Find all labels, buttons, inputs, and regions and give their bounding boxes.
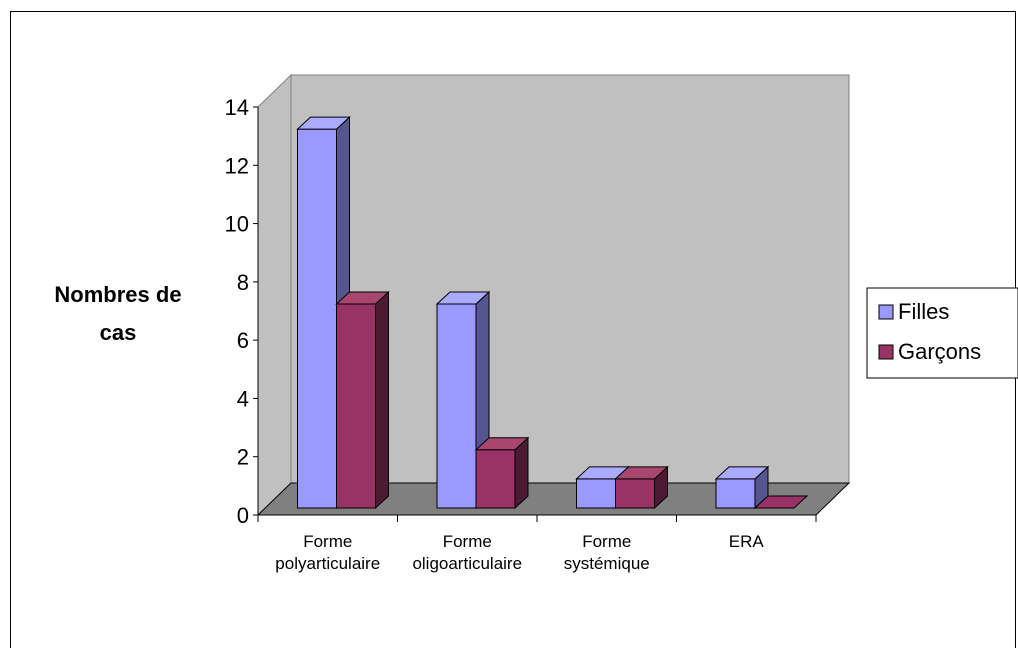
bar-filles-top	[296, 116, 351, 130]
legend-swatch-filles	[878, 304, 894, 320]
legend-box	[866, 287, 1018, 379]
x-tick-label: ERA	[729, 532, 765, 551]
bar-garçons-top	[614, 466, 669, 480]
legend-label-garçons: Garçons	[898, 339, 981, 364]
bar-filles-front	[297, 128, 337, 509]
bar-garçons-zero	[753, 495, 809, 509]
y-tick-label: 10	[225, 212, 249, 237]
y-tick-label: 8	[237, 270, 249, 295]
y-tick-label: 0	[237, 503, 249, 528]
bar-garçons-front	[615, 478, 655, 509]
y-tick-label: 14	[225, 95, 249, 120]
x-tick-label: Forme polyarticulaire	[275, 532, 380, 573]
bar-garçons-side	[375, 290, 389, 510]
bar-filles-front	[436, 303, 477, 509]
bar-garçons-top	[474, 437, 530, 451]
side-wall	[257, 73, 292, 517]
y-tick-label: 4	[237, 386, 249, 411]
y-tick-label: 2	[237, 445, 249, 470]
bar-filles-top	[714, 466, 770, 480]
y-tick-label: 12	[225, 153, 249, 178]
legend-swatch-garçons	[878, 344, 894, 360]
bar-filles-front	[715, 478, 756, 509]
y-axis-label: Nombres de cas	[54, 282, 181, 345]
bar-garçons-front	[475, 449, 516, 509]
x-tick-label: Forme oligoarticulaire	[412, 532, 522, 573]
y-tick-label: 6	[237, 328, 249, 353]
x-tick-label: Forme systémique	[564, 532, 650, 573]
bar-garçons-front	[336, 303, 376, 509]
bar-garçons-top	[335, 291, 390, 305]
bar-filles-front	[576, 478, 616, 509]
legend-label-filles: Filles	[898, 299, 949, 324]
bar-filles-top	[435, 291, 491, 305]
